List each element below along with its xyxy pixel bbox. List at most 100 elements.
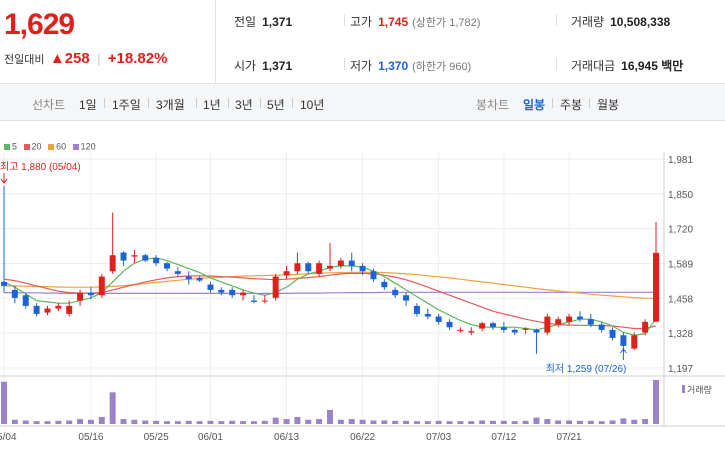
- period-3y[interactable]: 3년: [235, 98, 253, 112]
- volume-bar: [142, 420, 149, 424]
- volume-bar: [337, 419, 344, 424]
- candle-body: [229, 289, 236, 296]
- candle-body: [337, 260, 344, 266]
- volume-bar: [544, 419, 551, 424]
- volume-bar: [511, 421, 518, 424]
- volume-bar: [500, 420, 507, 424]
- volume-bar: [164, 421, 170, 424]
- ma120-line: [4, 291, 656, 294]
- y-tick-label: 1,458: [668, 294, 693, 305]
- y-tick-label: 1,850: [668, 190, 693, 201]
- candle-body: [413, 305, 420, 314]
- period-1d[interactable]: 1일: [79, 98, 97, 112]
- candle-body: [544, 316, 551, 333]
- candle-body: [77, 292, 84, 301]
- divider: [104, 98, 105, 108]
- stat-value: 1,745: [378, 15, 409, 29]
- candle-body: [316, 263, 323, 274]
- x-tick-label: 05/04: [0, 432, 17, 443]
- divider: [344, 14, 345, 26]
- ma60-line: [4, 271, 657, 299]
- legend-label: 60: [56, 141, 67, 152]
- y-tick-label: 1,328: [668, 329, 693, 340]
- stat-label: 전일: [234, 15, 257, 29]
- volume-bar: [457, 421, 464, 424]
- volume-bar: [555, 420, 562, 424]
- volume-bar: [446, 421, 453, 424]
- candle-body: [370, 271, 377, 280]
- candle-body: [566, 316, 573, 322]
- divider: [556, 14, 557, 26]
- volume-bar: [609, 420, 616, 424]
- candle-body: [403, 295, 410, 301]
- candle-body: [120, 252, 127, 261]
- legend-label: 5: [12, 141, 18, 152]
- stat-label: 고가: [350, 15, 373, 29]
- stat-prev-close: 전일 1,371: [234, 13, 292, 30]
- candle-body: [522, 328, 529, 330]
- current-price: 1,629: [4, 8, 75, 41]
- volume-bar: [631, 419, 638, 424]
- volume-bar: [566, 420, 573, 424]
- volume-bar: [479, 420, 486, 424]
- candle-body: [240, 292, 247, 296]
- candle-body: [250, 300, 257, 302]
- candle-body: [87, 292, 94, 296]
- chart-grid: [0, 152, 664, 426]
- volume-bar: [174, 421, 181, 424]
- ma60-swatch: [48, 143, 55, 150]
- volume-legend-swatch: [682, 385, 685, 393]
- y-tick-label: 1,589: [668, 260, 693, 271]
- candle-body: [598, 324, 605, 330]
- candle-body: [446, 321, 453, 328]
- chart-period-bar: 선차트 1일 1주일 3개월 1년 3년 5년 10년 봉차트 일봉 주봉 월봉: [0, 85, 725, 121]
- candle-body: [490, 323, 496, 328]
- volume-bar: [77, 419, 84, 424]
- x-tick-label: 06/13: [274, 432, 299, 443]
- period-weekly[interactable]: 주봉: [560, 98, 583, 112]
- candle-body: [22, 295, 29, 306]
- period-1w[interactable]: 1주일: [112, 98, 141, 112]
- candle-body: [348, 260, 355, 266]
- volume-bar: [403, 420, 410, 424]
- period-monthly[interactable]: 월봉: [597, 98, 620, 112]
- candle-body: [305, 263, 312, 272]
- candle-body: [261, 300, 268, 302]
- candle-body: [174, 271, 181, 274]
- candle-body: [218, 289, 225, 293]
- divider: [589, 98, 590, 108]
- period-daily[interactable]: 일봉: [523, 98, 546, 112]
- stat-value: 16,945 백만: [621, 59, 684, 73]
- x-tick-label: 07/03: [426, 432, 451, 443]
- volume-bar: [33, 421, 40, 424]
- x-tick-label: 06/22: [350, 432, 375, 443]
- candle-body: [153, 257, 160, 264]
- volume-bar: [207, 420, 214, 424]
- period-5y[interactable]: 5년: [267, 98, 285, 112]
- candle-body: [207, 284, 214, 290]
- volume-bar: [348, 419, 355, 424]
- volume-bar: [370, 420, 377, 424]
- candle-body: [500, 327, 507, 330]
- volume-bar: [250, 421, 257, 424]
- period-3m[interactable]: 3개월: [156, 98, 185, 112]
- period-1y[interactable]: 1년: [203, 98, 221, 112]
- candle-chart-label: 봉차트: [476, 98, 510, 112]
- volume-bar: [587, 420, 594, 424]
- period-10y[interactable]: 10년: [300, 98, 325, 112]
- ma5-swatch: [4, 143, 10, 150]
- volume-bar: [153, 420, 160, 424]
- x-tick-label: 07/21: [557, 432, 582, 443]
- candle-body: [468, 331, 475, 333]
- volume-bar: [22, 420, 29, 424]
- stat-low: 저가 1,370 (하한가 960): [350, 57, 471, 74]
- volume-bar: [327, 409, 333, 424]
- candle-body: [272, 276, 279, 298]
- divider: [344, 58, 345, 70]
- volume-bar: [283, 419, 290, 424]
- x-tick-label: 05/16: [78, 432, 103, 443]
- stat-value: 1,371: [262, 15, 293, 29]
- volume-bar: [620, 418, 627, 424]
- volume-bar: [229, 420, 236, 424]
